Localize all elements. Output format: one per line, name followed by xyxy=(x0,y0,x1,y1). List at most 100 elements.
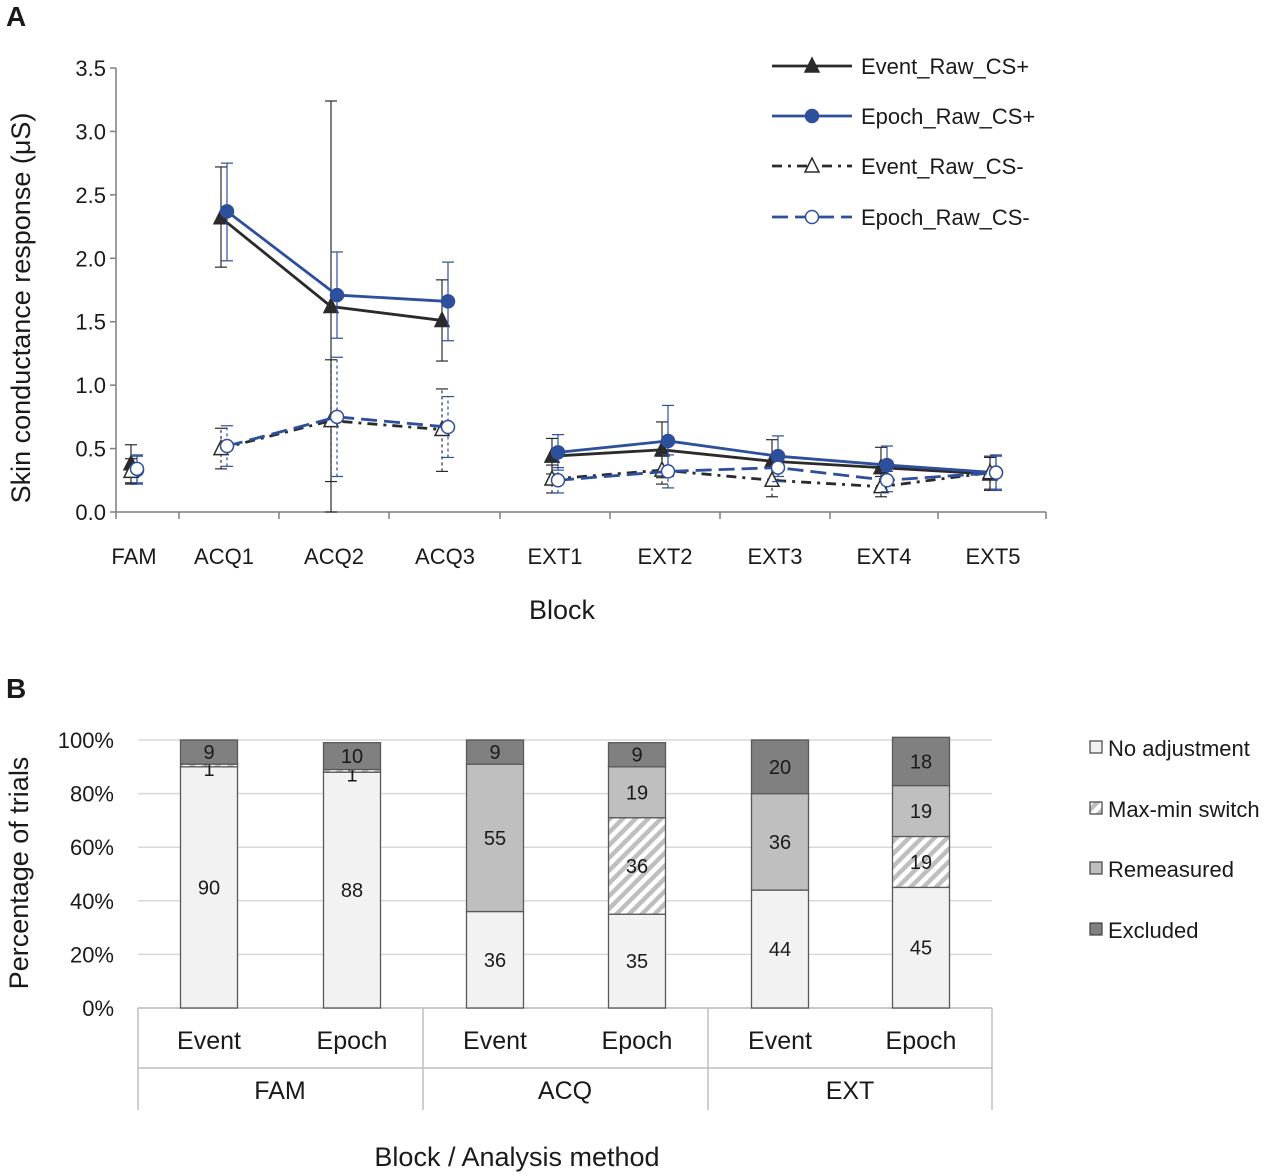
y-tick-label: 60% xyxy=(70,835,114,860)
x-tick-label: ACQ1 xyxy=(194,544,254,569)
data-label: 1 xyxy=(203,759,214,781)
stacked-bar: 90 19 xyxy=(179,739,239,1009)
x-tick-label: ACQ3 xyxy=(415,544,475,569)
y-tick-label: 0.5 xyxy=(75,437,106,462)
legend-swatch xyxy=(1089,861,1103,875)
marker-circle xyxy=(660,464,676,479)
bar-segment-remeasured xyxy=(465,763,525,913)
data-label: 45 xyxy=(910,938,932,960)
panel-b-xlabel: Block / Analysis method xyxy=(374,1142,659,1172)
bar-segment-no-adjustment xyxy=(607,913,667,1009)
bar-segment-excluded xyxy=(607,742,667,768)
group-label: EXT xyxy=(826,1077,875,1105)
y-tick-label: 3.0 xyxy=(75,119,106,144)
x-tick-label: EXT4 xyxy=(856,544,911,569)
y-tick-label: 0% xyxy=(82,996,114,1021)
x-tick-label: FAM xyxy=(111,544,156,569)
bar-segment-no-adjustment xyxy=(750,889,810,1009)
data-label: 10 xyxy=(341,746,363,768)
y-tick-label: 2.0 xyxy=(75,246,106,271)
marker-triangle xyxy=(803,156,821,173)
marker-triangle xyxy=(803,56,821,73)
stacked-bar: 35 36 19 9 xyxy=(607,742,667,1009)
bar-segment-excluded xyxy=(891,736,951,787)
data-label: 19 xyxy=(910,852,932,874)
marker-circle xyxy=(804,209,820,225)
marker-circle xyxy=(988,465,1004,480)
data-label: 20 xyxy=(769,757,791,779)
bar-segment-remeasured xyxy=(607,766,667,819)
panel-a-letter: A xyxy=(6,1,26,32)
marker-circle xyxy=(879,457,895,473)
legend-label: Epoch_Raw_CS- xyxy=(861,205,1030,230)
legend-label: No adjustment xyxy=(1108,736,1250,761)
x-tick-label: EXT5 xyxy=(965,544,1020,569)
marker-triangle xyxy=(433,310,451,328)
marker-circle xyxy=(440,294,456,309)
data-label: 36 xyxy=(769,832,791,854)
y-tick-label: 3.5 xyxy=(75,56,106,81)
category-label: Event xyxy=(463,1027,527,1055)
panel-a-ylabel: Skin conductance response (μS) xyxy=(6,113,36,504)
data-label: 19 xyxy=(626,782,648,804)
x-tick-label: EXT2 xyxy=(637,544,692,569)
bar-segment-no-adjustment xyxy=(891,886,951,1009)
data-label: 18 xyxy=(910,751,932,773)
data-label: 1 xyxy=(346,764,357,786)
y-tick-label: 80% xyxy=(70,782,114,807)
bar-segment-max-min-switch xyxy=(607,817,667,915)
y-tick-label: 2.5 xyxy=(75,183,106,208)
y-tick-label: 1.0 xyxy=(75,373,106,398)
legend-label: Remeasured xyxy=(1108,857,1234,882)
bar-segment-no-adjustment xyxy=(465,910,525,1009)
panel-a-legend: Event_Raw_CS+ Epoch_Raw_CS+ Event_Raw_CS- E… xyxy=(772,54,1035,230)
data-label: 90 xyxy=(198,877,220,899)
y-tick-label: 1.5 xyxy=(75,310,106,335)
marker-circle xyxy=(129,461,145,477)
bar-segment-remeasured xyxy=(891,784,951,838)
marker-circle xyxy=(550,473,566,488)
data-label: 88 xyxy=(341,880,363,902)
category-label: Event xyxy=(748,1027,812,1055)
series-line xyxy=(226,415,449,448)
legend-swatch xyxy=(1089,922,1103,936)
marker-circle xyxy=(219,438,235,454)
category-label: Event xyxy=(177,1027,241,1055)
bar-segment-excluded xyxy=(465,739,525,765)
panel-b-letter: B xyxy=(6,673,26,704)
panel-a-axes: 0.0 0.5 1.0 1.5 2.0 2.5 3.0 3.5 FAM ACQ1 ACQ2 ACQ3 E… xyxy=(75,56,1047,569)
legend-label: Event_Raw_CS+ xyxy=(861,54,1029,79)
series-line xyxy=(551,468,991,489)
legend-label: Event_Raw_CS- xyxy=(861,154,1024,179)
stacked-bar: 88 110 xyxy=(322,742,382,1009)
group-label: FAM xyxy=(254,1077,305,1105)
marker-triangle xyxy=(763,470,781,488)
bar-segment-excluded xyxy=(322,742,382,771)
marker-circle xyxy=(804,108,820,124)
marker-circle xyxy=(329,287,345,303)
marker-circle xyxy=(440,419,456,435)
stacked-bar: 44 36 20 xyxy=(750,739,810,1009)
y-tick-label: 40% xyxy=(70,889,114,914)
marker-circle xyxy=(219,204,235,219)
data-label: 9 xyxy=(489,742,500,764)
legend-label: Epoch_Raw_CS+ xyxy=(861,104,1035,129)
stacked-bar: 36 55 9 xyxy=(465,739,525,1009)
stacked-bar: 45 19 19 18 xyxy=(891,736,951,1009)
data-label: 36 xyxy=(626,856,648,878)
bar-segment-excluded xyxy=(750,739,810,795)
data-label: 55 xyxy=(484,828,506,850)
panel-a-xlabel: Block xyxy=(529,595,596,625)
panel-b: B Percentage of trials Block / Analysis … xyxy=(4,673,1260,1172)
panel-b-ylabel: Percentage of trials xyxy=(4,757,34,990)
marker-circle xyxy=(770,460,786,475)
category-label: Epoch xyxy=(602,1027,673,1055)
legend-label: Max-min switch xyxy=(1108,797,1260,822)
series-epoch-raw-cs- xyxy=(129,356,1004,494)
data-label: 9 xyxy=(631,745,642,767)
x-tick-label: ACQ2 xyxy=(304,544,364,569)
data-label: 19 xyxy=(910,801,932,823)
marker-circle xyxy=(879,473,895,488)
